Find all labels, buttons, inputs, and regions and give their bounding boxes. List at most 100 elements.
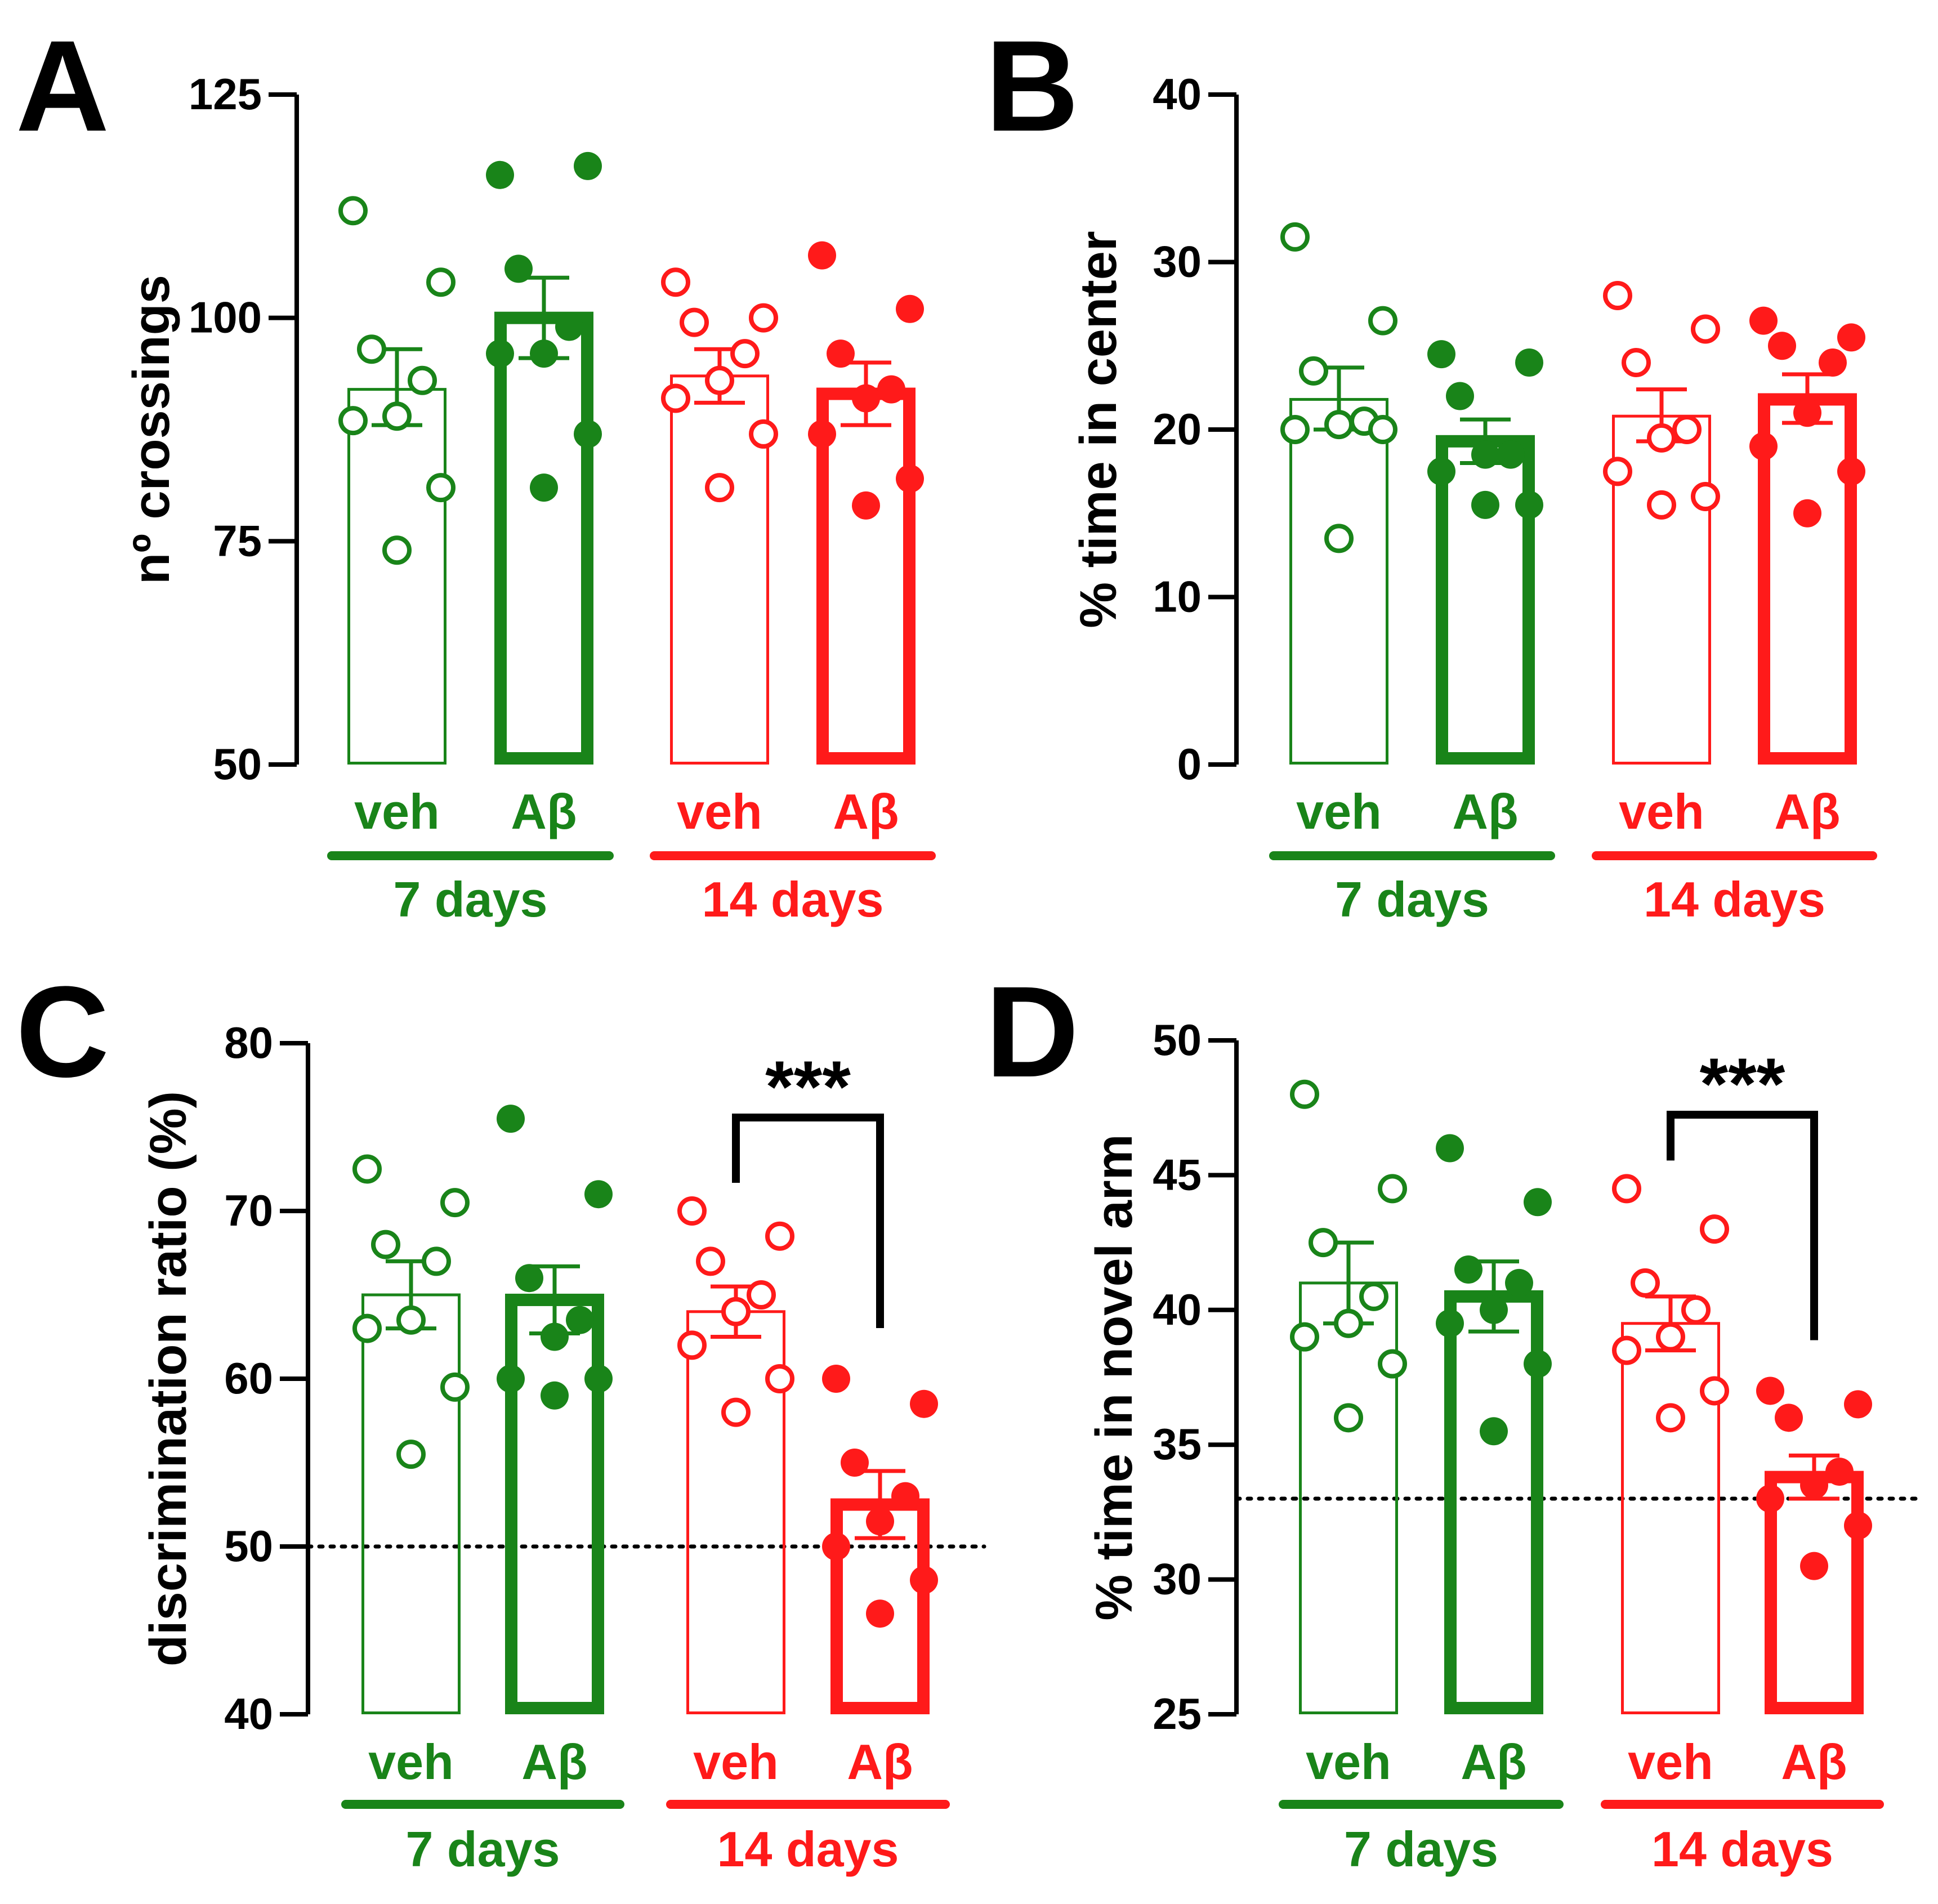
data-point — [1524, 1349, 1552, 1378]
data-point — [910, 1389, 938, 1418]
data-point — [877, 375, 905, 404]
data-point — [584, 1180, 613, 1209]
bar — [1765, 1471, 1864, 1714]
data-point — [696, 1246, 725, 1276]
data-point — [371, 1230, 400, 1259]
y-tick-label: 50 — [1153, 1015, 1202, 1065]
data-point — [1756, 1484, 1784, 1513]
data-point — [1427, 457, 1455, 486]
data-point — [680, 307, 709, 337]
data-point — [422, 1246, 451, 1276]
y-axis-label: % time in novel arm — [1086, 1134, 1143, 1620]
panel-letter-b: B — [985, 14, 1079, 158]
data-point — [1691, 314, 1720, 344]
data-point — [1622, 348, 1651, 377]
data-point — [440, 1188, 470, 1218]
data-point — [1700, 1376, 1729, 1406]
data-point — [1837, 457, 1865, 486]
y-tick-label: 45 — [1153, 1150, 1202, 1199]
group-label: 14 days — [702, 871, 884, 927]
y-tick-label: 50 — [213, 739, 262, 789]
category-label: veh — [1296, 784, 1382, 839]
data-point — [426, 473, 456, 503]
data-point — [1515, 348, 1543, 377]
data-point — [1309, 1228, 1338, 1258]
category-label: Aβ — [847, 1734, 913, 1790]
data-point — [497, 1365, 525, 1393]
category-label: veh — [354, 784, 440, 839]
data-point — [426, 267, 456, 297]
data-point — [338, 406, 368, 436]
data-point — [497, 1105, 525, 1133]
data-point — [661, 383, 690, 413]
data-point — [891, 1482, 919, 1510]
data-point — [574, 419, 602, 448]
bar — [1289, 397, 1388, 765]
data-point — [827, 339, 855, 368]
data-point — [584, 1365, 613, 1393]
data-point — [730, 339, 760, 369]
panel-letter-c: C — [16, 959, 109, 1104]
data-point — [1672, 415, 1702, 444]
data-point — [1280, 415, 1310, 444]
data-point — [396, 1440, 426, 1469]
data-point — [765, 1364, 794, 1393]
category-label: veh — [1628, 1734, 1713, 1790]
bar — [347, 388, 446, 765]
data-point — [530, 473, 558, 502]
group-label: 14 days — [717, 1821, 899, 1877]
data-point — [1612, 1174, 1641, 1204]
data-point — [486, 160, 514, 189]
data-point — [1505, 1268, 1533, 1297]
data-point — [1603, 457, 1632, 486]
group-label: 7 days — [406, 1821, 560, 1877]
y-tick-label: 30 — [1153, 1554, 1202, 1604]
data-point — [822, 1365, 850, 1393]
y-tick-label: 0 — [1177, 739, 1202, 789]
data-point — [1436, 1134, 1464, 1163]
data-point — [1378, 1174, 1407, 1204]
y-tick-label: 50 — [224, 1521, 273, 1571]
data-point — [1800, 1471, 1828, 1500]
y-tick-label: 100 — [189, 293, 262, 342]
data-point — [705, 473, 734, 503]
y-tick-label: 10 — [1153, 572, 1202, 622]
panel-b: B 0 10 20 30 40 % time in center veh Aβ veh Aβ 7 d… — [985, 14, 1877, 927]
data-point — [705, 365, 734, 395]
y-axis-label: % time in center — [1070, 231, 1127, 628]
data-point — [841, 1449, 869, 1477]
data-point — [1497, 440, 1525, 469]
significance-stars: *** — [1700, 1043, 1785, 1125]
y-tick-label: 30 — [1153, 237, 1202, 287]
data-point — [555, 312, 583, 341]
group-label: 7 days — [1344, 1821, 1498, 1877]
data-point — [749, 419, 778, 449]
data-point — [1647, 423, 1676, 453]
data-point — [1471, 490, 1499, 519]
data-point — [1324, 524, 1354, 553]
data-point — [1359, 1281, 1388, 1311]
category-label: veh — [1306, 1734, 1391, 1790]
data-point — [1749, 432, 1778, 461]
data-point — [896, 294, 924, 323]
y-tick-label: 125 — [189, 69, 262, 119]
data-point — [396, 1305, 426, 1335]
y-axis-label: discrimination ratio (%) — [140, 1091, 197, 1666]
data-point — [808, 419, 836, 448]
data-point — [1768, 332, 1796, 360]
bar — [1758, 393, 1857, 765]
significance-stars: *** — [765, 1045, 851, 1128]
data-point — [382, 401, 412, 431]
data-point — [749, 303, 778, 333]
data-point — [1819, 348, 1847, 377]
significance-bracket — [1667, 1111, 1818, 1340]
data-point — [1631, 1268, 1660, 1298]
data-point — [504, 254, 533, 283]
y-tick-label: 75 — [213, 516, 262, 565]
data-point — [852, 384, 880, 413]
bar — [1436, 435, 1535, 765]
data-point — [352, 1313, 382, 1343]
category-label: Aβ — [833, 784, 899, 839]
data-point — [541, 1322, 569, 1351]
group-label: 7 days — [394, 871, 548, 927]
